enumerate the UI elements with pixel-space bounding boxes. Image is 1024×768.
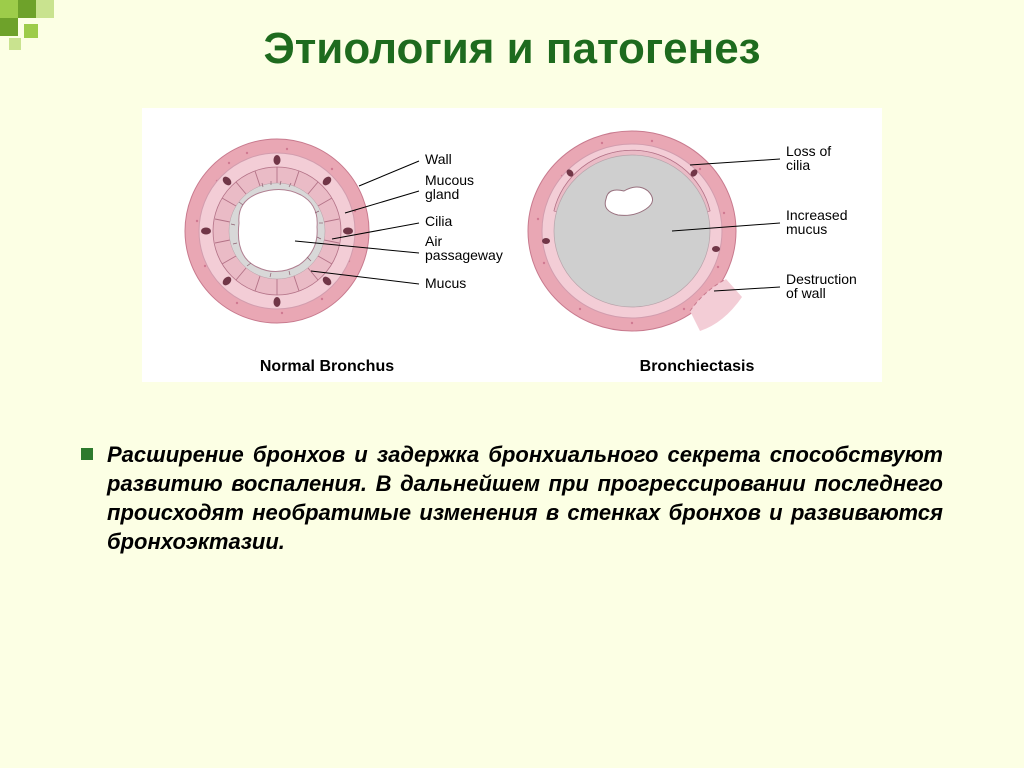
normal-bronchus-panel: Wall Mucousgland Cilia Airpassageway Muc… [142,116,512,356]
normal-bronchus-svg: Wall Mucousgland Cilia Airpassageway Muc… [147,116,507,356]
label-increased-mucus: Increasedmucus [786,207,847,237]
label-destruction: Destructionof wall [786,271,857,301]
label-air: Airpassageway [425,233,503,263]
diagram-container: Wall Mucousgland Cilia Airpassageway Muc… [142,108,882,382]
bronchiectasis-panel: Loss ofcilia Increasedmucus Destructiono… [512,116,882,356]
bronchiectasis-svg: Loss ofcilia Increasedmucus Destructiono… [512,116,882,356]
caption-ectasis: Bronchiectasis [512,358,882,376]
label-cilia: Cilia [425,213,452,229]
caption-normal: Normal Bronchus [142,358,512,376]
page-title: Этиология и патогенез [0,0,1024,94]
label-wall: Wall [425,151,452,167]
label-loss-cilia: Loss ofcilia [786,143,831,173]
label-mucous-gland: Mucousgland [425,172,474,202]
label-mucus: Mucus [425,275,466,291]
body-text-block: Расширение бронхов и задержка бронхиальн… [81,440,943,556]
bullet-icon [81,448,93,460]
body-paragraph: Расширение бронхов и задержка бронхиальн… [107,440,943,556]
corner-decoration [0,0,60,60]
